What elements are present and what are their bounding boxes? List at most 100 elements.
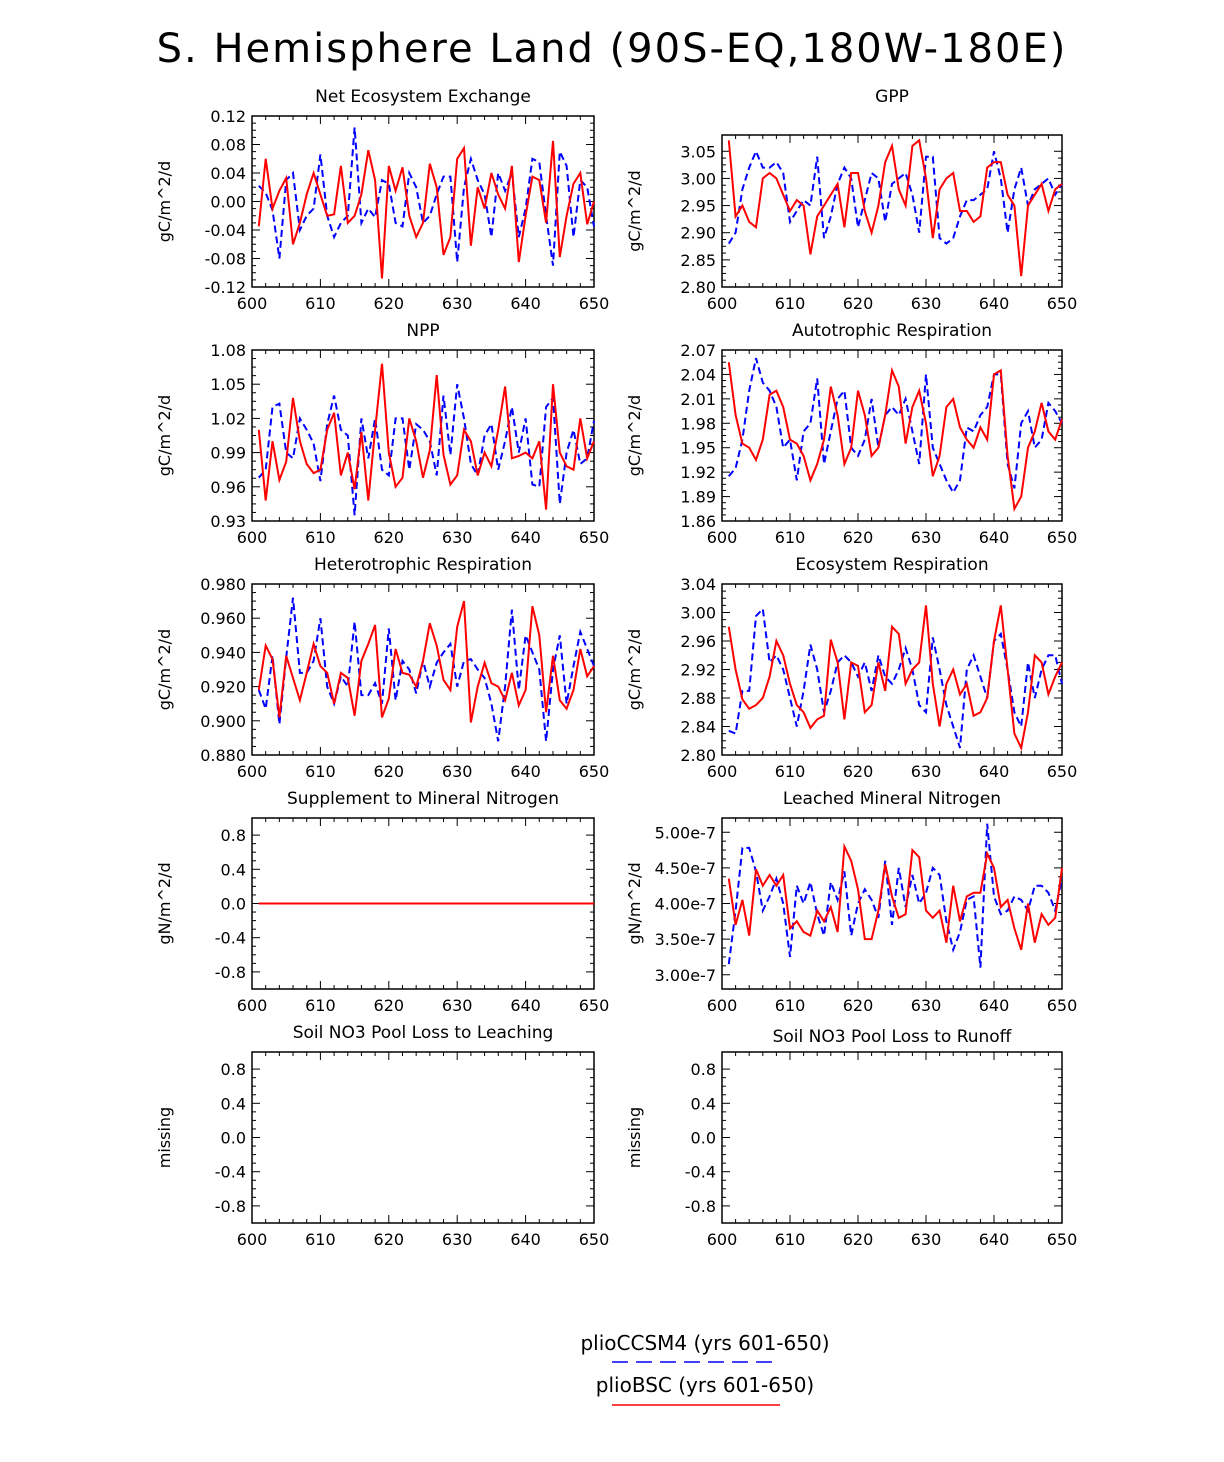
y-tick-label: 1.86 bbox=[680, 512, 716, 531]
panel-title-soil-no3-pool-loss-to-leaching: Soil NO3 Pool Loss to Leaching bbox=[293, 1023, 554, 1043]
y-axis-label-supplement-to-mineral-nitrogen: gN/m^2/d bbox=[155, 862, 174, 944]
y-tick-label: 2.92 bbox=[680, 661, 716, 680]
panel-title-supplement-to-mineral-nitrogen: Supplement to Mineral Nitrogen bbox=[287, 789, 559, 809]
x-axis-heterotrophic-respiration: 600 610 620 630 640 650 bbox=[237, 584, 610, 781]
y-tick-label: 0.08 bbox=[210, 136, 246, 155]
series-line-plioccsm4-net-ecosystem-exchange bbox=[258, 127, 595, 266]
x-tick-label: 610 bbox=[305, 996, 336, 1015]
x-tick-label: 610 bbox=[305, 294, 336, 313]
x-tick-label: 630 bbox=[911, 762, 942, 781]
panel-soil-no3-pool-loss-to-runoff: Soil NO3 Pool Loss to Runoff 600 610 620 630… bbox=[625, 1027, 1077, 1249]
x-tick-label: 650 bbox=[579, 996, 610, 1015]
x-tick-label: 630 bbox=[442, 1230, 473, 1249]
y-tick-label: 3.50e-7 bbox=[655, 930, 716, 949]
series-line-pliobsc-net-ecosystem-exchange bbox=[257, 140, 595, 279]
x-tick-label: 620 bbox=[374, 762, 405, 781]
x-tick-label: 650 bbox=[579, 294, 610, 313]
x-tick-label: 640 bbox=[510, 294, 541, 313]
x-tick-label: 630 bbox=[442, 762, 473, 781]
y-tick-label: 1.08 bbox=[210, 341, 246, 360]
plot-frame-gpp bbox=[721, 134, 1063, 288]
y-tick-label: 3.00 bbox=[680, 169, 716, 188]
y-tick-label: 0.980 bbox=[200, 575, 246, 594]
x-tick-label: 620 bbox=[374, 1230, 405, 1249]
x-tick-label: 620 bbox=[843, 294, 874, 313]
y-tick-label: -0.8 bbox=[215, 963, 246, 982]
y-tick-label: -0.4 bbox=[215, 1163, 246, 1182]
x-tick-label: 650 bbox=[1047, 1230, 1078, 1249]
x-tick-label: 620 bbox=[374, 996, 405, 1015]
x-tick-label: 610 bbox=[775, 1230, 806, 1249]
y-tick-label: 0.0 bbox=[691, 1129, 716, 1148]
y-axis-gpp: 2.80 2.85 2.90 2.95 3.00 3.05 bbox=[680, 142, 1062, 297]
x-tick-label: 620 bbox=[374, 528, 405, 547]
y-tick-label: -0.4 bbox=[685, 1163, 716, 1182]
y-tick-label: 1.92 bbox=[680, 463, 716, 482]
y-tick-label: 2.95 bbox=[680, 197, 716, 216]
y-tick-label: 4.50e-7 bbox=[655, 859, 716, 878]
x-tick-label: 650 bbox=[579, 528, 610, 547]
y-tick-label: 0.4 bbox=[691, 1094, 716, 1113]
x-tick-label: 620 bbox=[843, 1230, 874, 1249]
x-tick-label: 640 bbox=[510, 1230, 541, 1249]
x-axis-soil-no3-pool-loss-to-runoff: 600 610 620 630 640 650 bbox=[707, 1052, 1078, 1249]
plot-frame-soil-no3-pool-loss-to-runoff bbox=[721, 1051, 1063, 1224]
x-axis-supplement-to-mineral-nitrogen: 600 610 620 630 640 650 bbox=[237, 818, 610, 1015]
y-tick-label: 0.0 bbox=[221, 895, 246, 914]
y-tick-label: 2.84 bbox=[680, 718, 716, 737]
x-tick-label: 620 bbox=[843, 762, 874, 781]
x-tick-label: 600 bbox=[707, 294, 738, 313]
y-tick-label: 1.02 bbox=[210, 409, 246, 428]
y-tick-label: 0.04 bbox=[210, 164, 246, 183]
y-axis-ecosystem-respiration: 2.80 2.84 2.88 2.92 2.96 3.00 3.04 bbox=[680, 575, 1062, 765]
y-tick-label: 0.8 bbox=[221, 826, 246, 845]
x-tick-label: 600 bbox=[707, 762, 738, 781]
y-tick-label: 1.95 bbox=[680, 439, 716, 458]
y-axis-autotrophic-respiration: 1.86 1.89 1.92 1.95 1.98 2.01 2.04 2.07 bbox=[680, 341, 1062, 531]
y-axis-net-ecosystem-exchange: -0.12 -0.08 -0.04 0.00 0.04 0.08 0.12 bbox=[205, 107, 594, 297]
y-tick-label: 2.80 bbox=[680, 278, 716, 297]
panel-title-net-ecosystem-exchange: Net Ecosystem Exchange bbox=[315, 87, 531, 107]
y-tick-label: 0.8 bbox=[691, 1060, 716, 1079]
y-tick-label: 2.96 bbox=[680, 632, 716, 651]
y-tick-label: -0.4 bbox=[215, 929, 246, 948]
panel-gpp: GPP 600 610 620 630 640 650 2.80 2.85 2.90 2.95 3.0… bbox=[625, 87, 1077, 313]
y-tick-label: 5.00e-7 bbox=[655, 823, 716, 842]
series-line-plioccsm4-gpp bbox=[727, 148, 1063, 245]
y-axis-label-ecosystem-respiration: gC/m^2/d bbox=[625, 629, 644, 710]
y-tick-label: 2.85 bbox=[680, 251, 716, 270]
x-tick-label: 600 bbox=[237, 996, 268, 1015]
panel-heterotrophic-respiration: Heterotrophic Respiration 600 610 620 630 640… bbox=[155, 555, 609, 781]
x-axis-ecosystem-respiration: 600 610 620 630 640 650 bbox=[707, 584, 1078, 781]
x-axis-net-ecosystem-exchange: 600 610 620 630 640 650 bbox=[237, 116, 610, 313]
series-line-pliobsc-heterotrophic-respiration bbox=[257, 600, 595, 723]
y-axis-label-autotrophic-respiration: gC/m^2/d bbox=[625, 395, 644, 476]
y-tick-label: 0.880 bbox=[200, 746, 246, 765]
legend-label-pliocsm4: plioCCSM4 (yrs 601-650) bbox=[580, 1331, 829, 1355]
series-line-plioccsm4-leached-mineral-nitrogen bbox=[727, 823, 1063, 968]
x-tick-label: 650 bbox=[579, 762, 610, 781]
x-tick-label: 620 bbox=[374, 294, 405, 313]
series-line-pliobsc-npp bbox=[257, 363, 595, 510]
y-tick-label: 2.88 bbox=[680, 689, 716, 708]
y-tick-label: 1.89 bbox=[680, 488, 716, 507]
x-tick-label: 650 bbox=[1047, 762, 1078, 781]
y-tick-label: 0.96 bbox=[210, 478, 246, 497]
x-tick-label: 640 bbox=[510, 762, 541, 781]
x-tick-label: 640 bbox=[510, 996, 541, 1015]
y-axis-soil-no3-pool-loss-to-runoff: -0.8 -0.4 0.0 0.4 0.8 bbox=[685, 1060, 1062, 1216]
y-tick-label: 0.8 bbox=[221, 1060, 246, 1079]
x-tick-label: 630 bbox=[911, 1230, 942, 1249]
y-tick-label: 3.00e-7 bbox=[655, 966, 716, 985]
y-axis-label-heterotrophic-respiration: gC/m^2/d bbox=[155, 629, 174, 710]
x-tick-label: 650 bbox=[579, 1230, 610, 1249]
x-tick-label: 600 bbox=[237, 762, 268, 781]
panel-supplement-to-mineral-nitrogen: Supplement to Mineral Nitrogen 600 610 620 6… bbox=[155, 789, 609, 1015]
x-tick-label: 610 bbox=[775, 762, 806, 781]
legend: plioCCSM4 (yrs 601-650) plioBSC (yrs 601… bbox=[580, 1331, 830, 1406]
x-axis-soil-no3-pool-loss-to-leaching: 600 610 620 630 640 650 bbox=[237, 1052, 610, 1249]
panel-net-ecosystem-exchange: Net Ecosystem Exchange 600 610 620 630 640 650… bbox=[155, 87, 609, 313]
y-tick-label: -0.12 bbox=[205, 278, 246, 297]
x-tick-label: 630 bbox=[911, 294, 942, 313]
